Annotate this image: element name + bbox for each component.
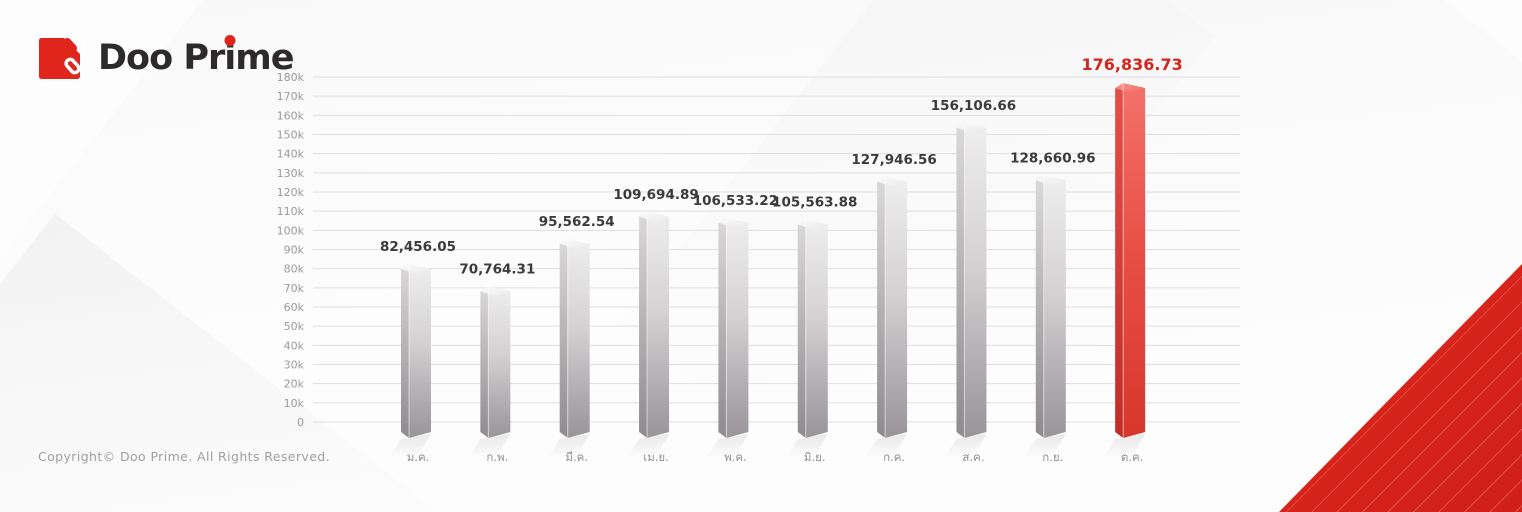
y-axis-tick-label: 80k [284, 263, 305, 276]
bar-มิ.ย.: 105,563.88 มิ.ย. [772, 195, 857, 464]
y-axis-tick-label: 160k [277, 109, 305, 122]
bar-value-label: 106,533.22 [693, 193, 778, 209]
bar-ม.ค.: 82,456.05 ม.ค. [380, 239, 456, 464]
x-axis-month-label: พ.ค. [724, 450, 747, 464]
copyright-text: Copyright© Doo Prime. All Rights Reserve… [38, 449, 331, 464]
y-axis-tick-label: 120k [277, 186, 305, 199]
logo-text-i-reddot: i [224, 35, 236, 82]
bar-value-label: 70,764.31 [459, 261, 535, 277]
bar-ส.ค.: 156,106.66 ส.ค. [931, 98, 1016, 464]
bar-value-label: 128,660.96 [1010, 150, 1095, 166]
y-axis-tick-label: 10k [284, 397, 305, 410]
bar-มี.ค.: 95,562.54 มี.ค. [539, 214, 615, 464]
x-axis-month-label: ต.ค. [1121, 450, 1143, 464]
bar-ก.ย.: 128,660.96 ก.ย. [1010, 150, 1095, 464]
bar-พ.ค.: 106,533.22 พ.ค. [693, 193, 778, 464]
y-axis-tick-label: 0 [297, 416, 304, 429]
bar-ก.ค.: 127,946.56 ก.ค. [851, 152, 936, 464]
y-axis-tick-label: 150k [277, 129, 305, 142]
y-axis-tick-label: 130k [277, 167, 305, 180]
bar-value-label: 156,106.66 [931, 98, 1016, 114]
doo-prime-logo-icon [39, 35, 85, 79]
x-axis-month-label: ก.พ. [486, 450, 508, 464]
bar-ก.พ.: 70,764.31 ก.พ. [459, 261, 535, 464]
logo-text-part: me [235, 38, 294, 78]
doo-prime-logo: Doo Prime [38, 35, 294, 82]
bar-value-label: 82,456.05 [380, 239, 456, 255]
y-axis-tick-label: 90k [284, 244, 305, 257]
y-axis-tick-label: 30k [284, 359, 305, 372]
y-axis-tick-label: 110k [277, 205, 305, 218]
bar-value-label: 127,946.56 [851, 152, 936, 168]
y-axis-tick-label: 20k [284, 378, 305, 391]
y-axis-tick-label: 50k [284, 320, 305, 333]
x-axis-month-label: มิ.ย. [804, 450, 826, 464]
y-axis-tick-label: 140k [277, 148, 305, 161]
bar-ต.ค.: 176,836.73 ต.ค. [1082, 55, 1183, 464]
y-axis-tick-label: 180k [277, 71, 305, 84]
x-axis-month-label: เม.ย. [643, 450, 669, 464]
x-axis-month-label: ส.ค. [962, 450, 984, 464]
bar-เม.ย.: 109,694.89 เม.ย. [613, 187, 698, 464]
y-axis-tick-label: 60k [284, 301, 305, 314]
bar-value-label: 105,563.88 [772, 195, 857, 211]
y-axis-tick-label: 170k [277, 90, 305, 103]
x-axis-month-label: มี.ค. [565, 450, 588, 464]
bar-value-label: 95,562.54 [539, 214, 615, 230]
y-grid: 0 10k 20k 30k 40k 50k 60k 70k 80k 90k 100k 110k 120k… [277, 71, 1240, 429]
y-axis-tick-label: 100k [277, 224, 305, 237]
x-axis-month-label: ก.ย. [1042, 450, 1063, 464]
x-axis-month-label: ม.ค. [407, 450, 430, 464]
y-axis-tick-label: 70k [284, 282, 305, 295]
bar-value-label: 176,836.73 [1082, 55, 1183, 74]
doo-prime-logo-text: Doo Prime [98, 35, 294, 82]
x-axis-month-label: ก.ค. [883, 450, 905, 464]
logo-text-part: Doo Pr [98, 38, 225, 78]
y-axis-tick-label: 40k [284, 339, 305, 352]
bar-value-label: 109,694.89 [613, 187, 698, 203]
